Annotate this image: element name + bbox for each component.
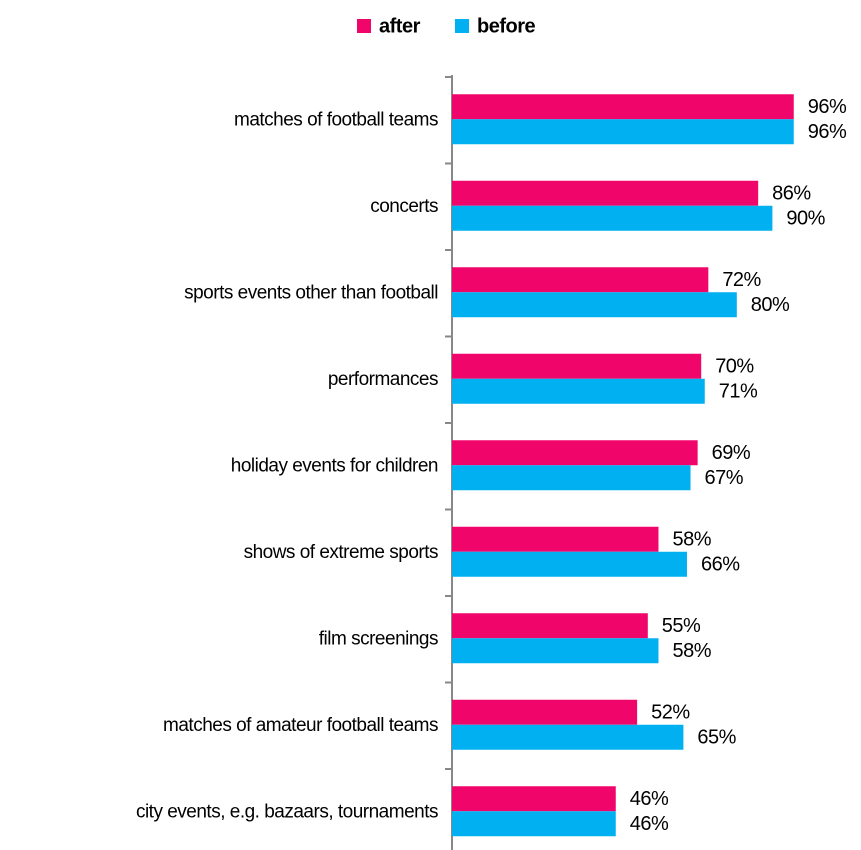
value-label: 58% xyxy=(672,640,711,662)
legend-swatch xyxy=(455,19,469,33)
category-label: matches of amateur football teams xyxy=(163,715,438,736)
bar xyxy=(452,526,659,552)
bar xyxy=(452,613,648,639)
bar xyxy=(452,378,705,404)
category-label: matches of football teams xyxy=(234,109,438,130)
category-label: film screenings xyxy=(319,628,438,649)
category-label: shows of extreme sports xyxy=(244,542,438,563)
value-label: 52% xyxy=(651,702,690,724)
value-label: 72% xyxy=(722,269,761,291)
bar xyxy=(452,292,737,318)
bar xyxy=(452,440,698,466)
bar xyxy=(452,465,691,491)
value-label: 70% xyxy=(715,356,754,378)
value-label: 66% xyxy=(701,554,740,576)
bar xyxy=(452,724,684,750)
category-label: sports events other than football xyxy=(184,282,438,303)
bar xyxy=(452,786,616,812)
legend-swatch xyxy=(357,19,371,33)
bar xyxy=(452,551,687,577)
bar xyxy=(452,638,659,664)
value-label: 67% xyxy=(705,467,744,489)
bar xyxy=(452,119,794,145)
value-label: 46% xyxy=(630,813,669,835)
value-label: 80% xyxy=(751,294,790,316)
bar xyxy=(452,353,702,379)
value-label: 86% xyxy=(772,183,811,205)
value-label: 69% xyxy=(712,442,751,464)
value-label: 46% xyxy=(630,788,669,810)
value-label: 65% xyxy=(697,727,736,749)
category-label: holiday events for children xyxy=(231,455,438,476)
value-label: 96% xyxy=(808,96,847,118)
category-label: performances xyxy=(328,369,438,390)
bar xyxy=(452,94,794,120)
legend-label: before xyxy=(477,15,536,37)
category-label: city events, e.g. bazaars, tournaments xyxy=(136,801,438,822)
category-label: concerts xyxy=(370,196,438,217)
bar xyxy=(452,205,773,231)
bar xyxy=(452,180,759,206)
value-label: 96% xyxy=(808,121,847,143)
bar xyxy=(452,811,616,837)
value-label: 90% xyxy=(786,208,825,230)
value-label: 55% xyxy=(662,615,701,637)
bar xyxy=(452,267,709,293)
value-label: 71% xyxy=(719,381,758,403)
bar xyxy=(452,699,638,725)
value-label: 58% xyxy=(672,529,711,551)
legend-label: after xyxy=(379,15,421,37)
